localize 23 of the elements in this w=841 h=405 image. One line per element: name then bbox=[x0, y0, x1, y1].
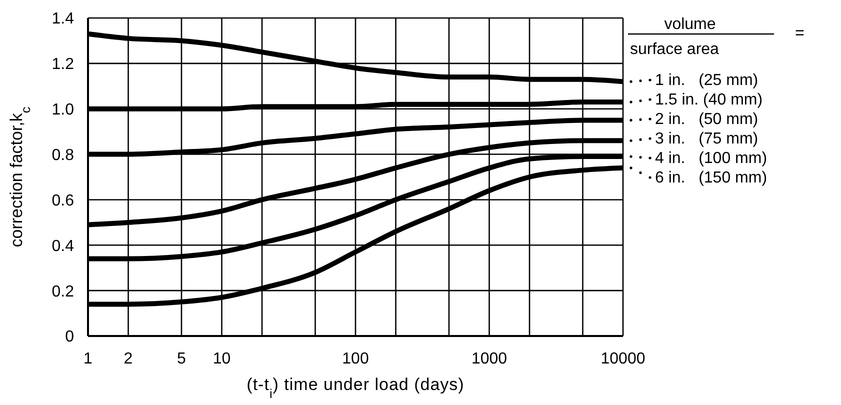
x-tick-label: 1 bbox=[84, 350, 93, 368]
x-tick-label: 5 bbox=[177, 350, 186, 368]
x-tick-label: 100 bbox=[342, 350, 369, 368]
text: volume surface area = bbox=[630, 16, 804, 58]
x-tick-label: 1000 bbox=[471, 350, 508, 368]
y-tick-label: 0 bbox=[65, 328, 74, 346]
y-tick-label: 0.8 bbox=[52, 146, 74, 164]
y-tick-label: 0.4 bbox=[52, 238, 74, 255]
y-tick-label: 0.2 bbox=[52, 283, 74, 300]
text: 6 in. (150 mm) bbox=[655, 170, 768, 186]
y-tick-label: 1.2 bbox=[52, 56, 74, 74]
x-tick-label: 2 bbox=[124, 350, 133, 368]
text: 3 in. (75 mm) bbox=[655, 130, 758, 148]
y-tick-label: 1.4 bbox=[52, 10, 74, 28]
y-tick-label: 1.0 bbox=[52, 102, 74, 119]
x-axis-title: (t-t$_{i}$) time under load (days) bbox=[246, 375, 464, 400]
y-tick-label: 0.6 bbox=[52, 192, 74, 210]
text: 2 in. (50 mm) bbox=[655, 111, 758, 128]
x-tick-label: 10 bbox=[212, 350, 231, 368]
text: 1.5 in. (40 mm) bbox=[655, 92, 763, 108]
text: 4 in. (100 mm) bbox=[655, 150, 768, 167]
text: 1 in. (25 mm) bbox=[655, 72, 758, 89]
x-tick-label: 10000 bbox=[600, 350, 646, 368]
